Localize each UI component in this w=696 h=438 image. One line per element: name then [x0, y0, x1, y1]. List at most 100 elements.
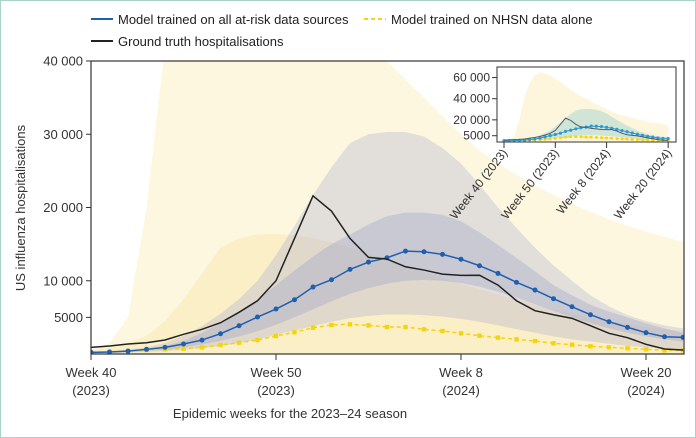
point-nhsn	[181, 346, 186, 351]
legend-label-ground-truth: Ground truth hospitalisations	[118, 34, 284, 49]
point-nhsn	[514, 337, 519, 342]
legend-label-all-sources: Model trained on all at-risk data source…	[118, 12, 349, 27]
point-all-sources	[125, 348, 131, 354]
point-all-sources	[625, 324, 630, 330]
main-axes: 40 000 30 000 20 000 10 000 5000 Week 40 (2023…	[43, 54, 671, 399]
point-all-sources	[162, 344, 168, 350]
inset-y-tick-label: 40 000	[453, 92, 490, 106]
point-all-sources	[553, 132, 557, 137]
point-all-sources	[643, 330, 649, 336]
x-tick-label: Week 50	[250, 365, 301, 380]
inset-x-tick-label: Week 20 (2024)	[611, 146, 674, 222]
point-nhsn	[477, 333, 482, 338]
point-all-sources	[310, 284, 316, 290]
point-all-sources	[181, 341, 186, 347]
point-nhsn	[421, 327, 427, 332]
legend-label-nhsn: Model trained on NHSN data alone	[391, 12, 593, 27]
point-all-sources	[218, 331, 223, 337]
band-nhsn-outer	[504, 72, 669, 141]
point-all-sources	[656, 136, 660, 140]
point-nhsn	[588, 344, 593, 349]
band-all-sources-outer	[91, 132, 683, 354]
point-all-sources	[569, 128, 573, 132]
point-all-sources	[680, 334, 684, 340]
point-nhsn	[273, 333, 279, 339]
point-all-sources	[199, 337, 205, 343]
point-nhsn	[569, 135, 572, 139]
point-nhsn	[646, 138, 649, 142]
point-all-sources	[543, 135, 547, 139]
point-nhsn	[569, 342, 575, 347]
point-all-sources	[563, 129, 568, 133]
point-nhsn	[620, 137, 624, 141]
point-all-sources	[538, 136, 542, 140]
y-tick-label: 20 000	[43, 200, 83, 215]
point-nhsn	[551, 341, 556, 346]
point-nhsn	[625, 346, 630, 351]
x-axis-title: Epidemic weeks for the 2023–24 season	[173, 406, 407, 421]
point-nhsn	[579, 135, 583, 139]
point-all-sources	[610, 126, 614, 130]
x-tick-label: Week 8	[439, 365, 483, 380]
point-all-sources	[569, 304, 575, 310]
point-all-sources	[625, 130, 629, 134]
point-all-sources	[605, 125, 609, 129]
point-nhsn	[199, 345, 205, 350]
point-all-sources	[606, 319, 612, 325]
point-nhsn	[440, 328, 445, 334]
inset-y-tick-label: 20 000	[453, 113, 490, 127]
legend: Model trained on all at-risk data source…	[91, 12, 593, 49]
point-nhsn	[218, 342, 223, 348]
point-all-sources	[558, 131, 563, 135]
point-nhsn	[236, 340, 242, 345]
point-all-sources	[495, 270, 501, 276]
point-nhsn	[662, 348, 667, 353]
point-nhsn	[538, 138, 542, 141]
y-tick-label: 40 000	[43, 54, 83, 69]
point-nhsn	[605, 136, 608, 140]
point-all-sources	[662, 334, 667, 340]
point-nhsn	[595, 136, 598, 139]
point-nhsn	[384, 324, 390, 330]
point-nhsn	[292, 330, 297, 335]
point-all-sources	[292, 297, 297, 303]
point-nhsn	[666, 139, 670, 142]
inset-y-tick-label: 60 000	[453, 71, 490, 85]
y-axis-title: US influenza hospitalisations	[13, 124, 28, 291]
point-all-sources	[630, 131, 634, 135]
point-nhsn	[656, 139, 660, 142]
point-all-sources	[635, 132, 639, 136]
inset-series	[502, 117, 670, 142]
point-all-sources	[589, 124, 593, 128]
point-all-sources	[646, 134, 650, 138]
point-all-sources	[236, 323, 242, 329]
point-nhsn	[564, 135, 567, 139]
point-all-sources	[551, 296, 556, 302]
point-all-sources	[661, 136, 665, 141]
point-nhsn	[574, 135, 578, 139]
point-nhsn	[255, 337, 260, 343]
main-series	[91, 194, 684, 354]
x-tick-sublabel: (2024)	[442, 383, 480, 398]
series-line-ground-truth	[91, 194, 684, 351]
series-line-ground-truth	[503, 117, 669, 141]
point-all-sources	[144, 346, 149, 352]
inset-x-tick-label: Week 8 (2024)	[554, 146, 613, 216]
point-all-sources	[615, 127, 619, 131]
point-all-sources	[574, 127, 578, 131]
point-nhsn	[366, 323, 371, 328]
x-tick-label: Week 40	[65, 365, 116, 380]
point-nhsn	[554, 137, 557, 140]
point-nhsn	[636, 138, 639, 141]
point-all-sources	[273, 306, 279, 312]
inset-frame	[496, 66, 677, 143]
point-all-sources	[421, 249, 427, 255]
point-nhsn	[559, 136, 562, 140]
y-tick-label: 10 000	[43, 273, 83, 288]
point-nhsn	[610, 137, 614, 140]
point-all-sources	[651, 135, 655, 139]
point-all-sources	[403, 248, 408, 254]
point-nhsn	[643, 347, 649, 352]
point-nhsn	[615, 137, 619, 140]
